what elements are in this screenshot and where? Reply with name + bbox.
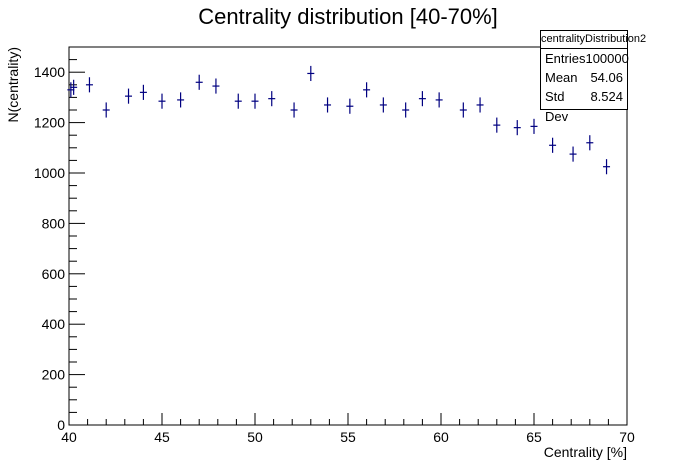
x-tick-label: 45 — [154, 429, 170, 445]
stats-entries-value: 100000 — [585, 51, 629, 66]
y-tick-label: 0 — [57, 417, 65, 433]
x-tick-label: 60 — [433, 429, 449, 445]
x-axis-title: Centrality [%] — [544, 444, 627, 460]
x-tick-label: 70 — [619, 429, 635, 445]
x-tick-label: 65 — [526, 429, 542, 445]
x-tick-label: 55 — [340, 429, 356, 445]
y-tick-label: 1000 — [34, 165, 65, 181]
stats-entries-label: Entries — [545, 51, 586, 66]
stats-histogram-name: centralityDistribution2 — [541, 31, 646, 49]
y-tick-label: 200 — [42, 367, 66, 383]
y-tick-label: 400 — [42, 316, 66, 332]
y-tick-label: 600 — [42, 266, 66, 282]
stats-std-label: Std Dev — [545, 89, 569, 124]
stats-std-value: 8.524 — [590, 89, 623, 104]
stats-entries-row: Entries 100000 — [541, 49, 629, 68]
chart-title: Centrality distribution [40-70%] — [198, 4, 498, 29]
y-tick-label: 1200 — [34, 115, 65, 131]
x-tick-label: 40 — [61, 429, 77, 445]
y-axis-title: N(centrality) — [5, 47, 21, 122]
y-tick-label: 1400 — [34, 64, 65, 80]
stats-mean-value: 54.06 — [590, 70, 623, 85]
stats-box: centralityDistribution2 Entries 100000 M… — [540, 30, 646, 124]
x-tick-label: 50 — [247, 429, 263, 445]
stats-mean-row: Mean 54.06 — [541, 68, 627, 87]
stats-mean-label: Mean — [545, 70, 578, 85]
y-tick-label: 800 — [42, 215, 66, 231]
stats-std-row: Std Dev 8.524 — [541, 87, 627, 124]
